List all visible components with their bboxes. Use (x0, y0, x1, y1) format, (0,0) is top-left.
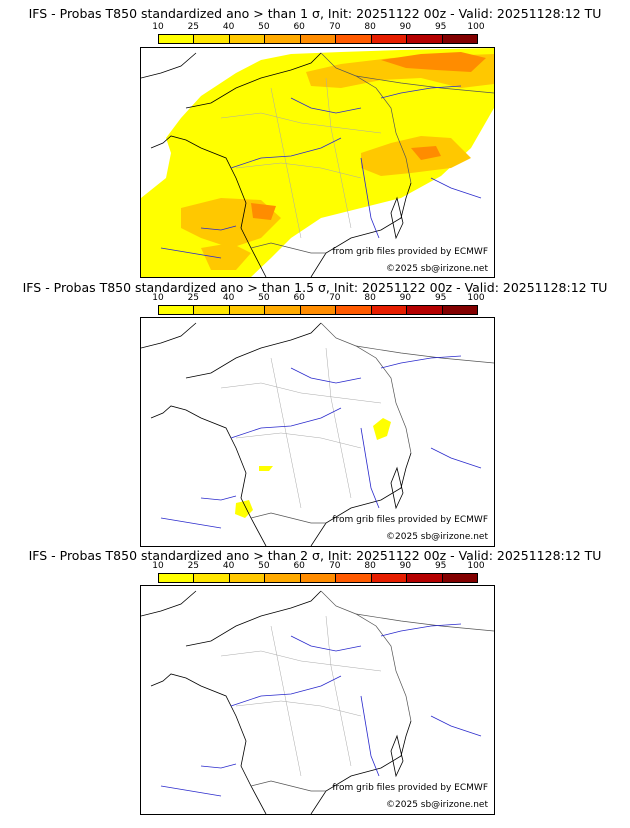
panel-2-credit: from grib files provided by ECMWF (332, 515, 488, 525)
tick: 100 (467, 293, 485, 303)
cbar-seg (336, 35, 372, 43)
cbar-seg (336, 574, 372, 582)
panel-2-title: IFS - Probas T850 standardized ano > tha… (22, 280, 608, 295)
cbar-seg (194, 35, 230, 43)
cbar-seg (442, 574, 477, 582)
tick: 10 (152, 22, 164, 32)
coastlines (141, 590, 412, 814)
borders (250, 322, 494, 524)
cbar-seg (265, 574, 301, 582)
cbar-seg (159, 306, 195, 314)
tick: 80 (364, 293, 376, 303)
tick: 50 (258, 22, 270, 32)
tick: 70 (329, 22, 341, 32)
panel-3-colorbar-ticks: 10 25 40 50 60 70 80 90 95 100 (152, 561, 484, 571)
panel-2-copyright: ©2025 sb@irizone.net (386, 532, 488, 542)
cbar-seg (336, 306, 372, 314)
panel-2-map: from grib files provided by ECMWF ©2025 … (140, 317, 495, 547)
tick: 50 (258, 561, 270, 571)
tick: 60 (293, 293, 305, 303)
tick: 80 (364, 561, 376, 571)
tick: 40 (222, 561, 235, 571)
tick: 10 (152, 561, 164, 571)
cbar-seg (407, 306, 443, 314)
tick: 90 (399, 561, 412, 571)
tick: 60 (293, 561, 305, 571)
tick: 95 (434, 561, 447, 571)
panel-1-credit: from grib files provided by ECMWF (332, 247, 488, 257)
panel-1-colorbar-ticks: 10 25 40 50 60 70 80 90 95 100 (152, 22, 484, 32)
tick: 60 (293, 22, 305, 32)
cbar-seg (300, 35, 337, 43)
tick: 90 (399, 22, 412, 32)
coastlines (141, 322, 412, 546)
tick: 25 (187, 293, 200, 303)
tick: 95 (434, 22, 447, 32)
rivers (160, 355, 482, 529)
cbar-seg (407, 35, 443, 43)
regional-borders (220, 615, 382, 777)
rivers (160, 623, 482, 797)
panel-1-title: IFS - Probas T850 standardized ano > tha… (28, 6, 602, 21)
tick: 25 (187, 561, 200, 571)
cbar-seg (371, 574, 408, 582)
cbar-seg (194, 574, 230, 582)
cbar-seg (159, 574, 195, 582)
cbar-seg (229, 306, 266, 314)
tick: 40 (222, 22, 235, 32)
cbar-seg (300, 574, 337, 582)
tick: 50 (258, 293, 270, 303)
tick: 100 (467, 22, 485, 32)
tick: 40 (222, 293, 235, 303)
panel-1-copyright: ©2025 sb@irizone.net (386, 264, 488, 274)
panel-3-title: IFS - Probas T850 standardized ano > tha… (28, 548, 602, 563)
tick: 90 (399, 293, 412, 303)
borders (250, 590, 494, 792)
tick: 100 (467, 561, 485, 571)
cbar-seg (371, 306, 408, 314)
cbar-seg (442, 35, 477, 43)
cbar-seg (265, 306, 301, 314)
cbar-seg (194, 306, 230, 314)
regional-borders (220, 77, 382, 239)
borders (250, 52, 494, 254)
cbar-seg (229, 574, 266, 582)
tick: 70 (329, 293, 341, 303)
tick: 80 (364, 22, 376, 32)
cbar-seg (442, 306, 477, 314)
cbar-seg (300, 306, 337, 314)
cbar-seg (407, 574, 443, 582)
regional-borders (220, 347, 382, 509)
rivers (160, 85, 482, 259)
panel-2-colorbar-ticks: 10 25 40 50 60 70 80 90 95 100 (152, 293, 484, 303)
tick: 70 (329, 561, 341, 571)
cbar-seg (265, 35, 301, 43)
panel-1-colorbar (158, 34, 478, 44)
panel-3-copyright: ©2025 sb@irizone.net (386, 800, 488, 810)
cbar-seg (371, 35, 408, 43)
cbar-seg (229, 35, 266, 43)
cbar-seg (159, 35, 195, 43)
panel-3-colorbar (158, 573, 478, 583)
tick: 25 (187, 22, 200, 32)
tick: 95 (434, 293, 447, 303)
panel-1-map: from grib files provided by ECMWF ©2025 … (140, 47, 495, 278)
tick: 10 (152, 293, 164, 303)
panel-2-colorbar (158, 305, 478, 315)
panel-3-map: from grib files provided by ECMWF ©2025 … (140, 585, 495, 815)
panel-3-credit: from grib files provided by ECMWF (332, 783, 488, 793)
probability-deep-orange (251, 52, 486, 220)
